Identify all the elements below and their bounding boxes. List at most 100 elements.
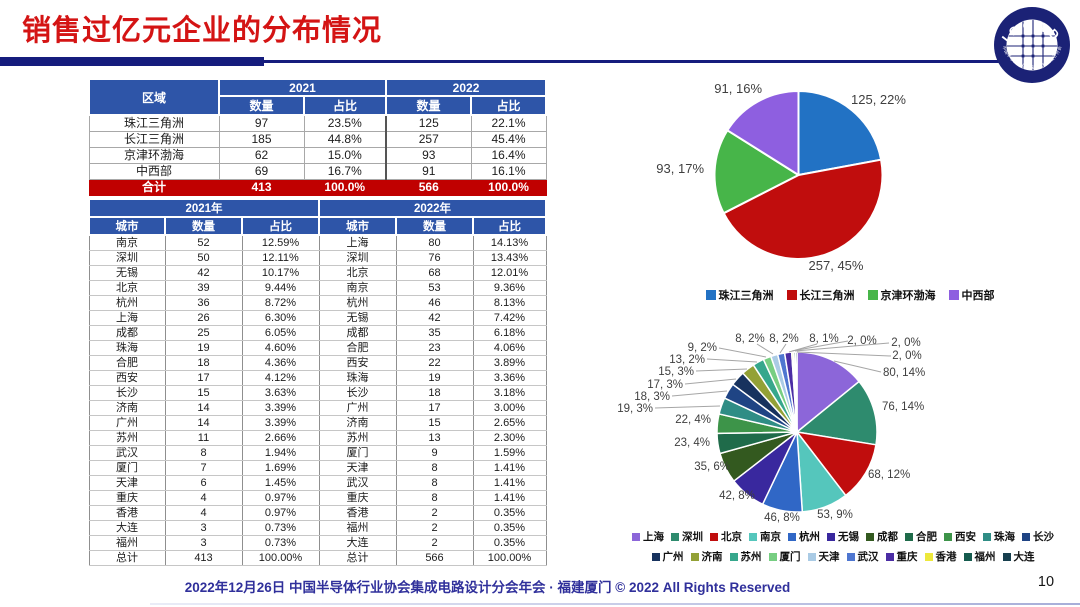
table-row: 南京 52 12.59% 上海 80 14.13% [88,234,547,251]
legend-label: 中西部 [961,290,995,302]
label-leader-line [718,347,767,358]
pie-data-label: 9, 2% [688,342,717,354]
legend-swatch-icon [948,290,959,300]
legend-item: 长江三角洲 [786,287,855,303]
legend-label: 苏州 [740,551,762,563]
city-table-cell: 上海 [88,310,166,326]
legend-swatch-icon [768,552,777,561]
region-table-cell: 23.5% [303,114,388,132]
pie-data-label: 91, 16% [714,81,762,96]
legend-swatch-icon [983,532,991,541]
region-table-cell: 44.8% [303,131,388,148]
legend-item: 中西部 [948,287,995,303]
legend-item: 香港 [924,549,957,564]
pie-data-label: 23, 4% [674,437,710,449]
pie-slice-北京 [796,431,877,497]
city-table-cell: 19 [395,370,474,386]
city-table-cell: 13.43% [472,250,547,266]
city-table-cell: 11 [164,430,243,446]
year-2021-header: 2021 [217,78,388,97]
city-table-cell: 3 [164,520,243,536]
city-table-cell: 23 [395,340,474,356]
label-leader-line [791,340,849,352]
legend-swatch-icon [846,552,855,561]
pie-slice-中西部 [726,90,800,176]
city-table-cell: 0.97% [241,505,320,521]
legend-item: 珠海 [983,529,1015,544]
city-table-cell: 17 [395,400,474,416]
city-table-cell: 上海 [318,234,397,251]
legend-label: 珠江三角洲 [718,290,774,302]
city-table-cell: 8.13% [472,295,547,311]
city-table-cell: 2 [395,520,474,536]
legend-swatch-icon [671,532,679,541]
city-table-cell: 香港 [318,505,397,521]
region-table-cell: 45.4% [470,131,547,148]
city-table-cell: 0.73% [241,520,320,536]
region-table-cell: 16.7% [303,163,388,180]
pie-slice-长江三角洲 [722,158,884,260]
city-table-cell: 1.59% [472,445,547,461]
city-table-cell: 0.35% [472,535,547,551]
city-distribution-table: 2021年 2022年 城市 数量 占比 城市 数量 占比 南京 52 12.59%… [88,198,547,566]
label-leader-line [796,351,892,357]
pie-data-label: 2, 0% [891,337,920,349]
city-table-cell: 1.41% [472,475,547,491]
table-row: 大连 3 0.73% 福州 2 0.35% [88,520,547,536]
city-table-cell: 25 [164,325,243,341]
region-table-cell: 69 [218,163,305,180]
count-header: 数量 [218,95,305,116]
table-row: 长沙 15 3.63% 长沙 18 3.18% [88,385,547,401]
region-table-cell: 京津环渤海 [88,147,220,164]
count-header: 数量 [395,216,474,236]
legend-label: 天津 [818,551,840,563]
legend-label: 广州 [662,551,684,563]
legend-label: 武汉 [857,551,879,563]
table-row: 天津 6 1.45% 武汉 8 1.41% [88,475,547,491]
legend-item: 广州 [651,549,684,564]
logo-chip-grid [1007,20,1057,70]
city-pie-chart: 80, 14% 76, 14% 68, 12% 53, 9% 46, 8% 42, 8% 3… [617,333,925,524]
legend-item: 苏州 [729,549,762,564]
city-table-cell: 14 [164,400,243,416]
pie-data-label: 17, 3% [647,379,683,391]
city-table-cell: 西安 [318,355,397,371]
legend-swatch-icon [885,552,894,561]
city-table-cell: 合肥 [88,355,166,371]
city-table-cell: 35 [395,325,474,341]
pie-data-label: 125, 22% [851,92,906,107]
pie-data-label: 93, 17% [656,161,704,176]
city-table-cell: 566 [395,550,474,566]
region-table-cell: 长江三角洲 [88,131,220,148]
legend-item: 无锡 [827,529,859,544]
region-table-cell: 257 [385,131,472,148]
label-leader-line [695,368,748,372]
share-header: 占比 [302,95,388,116]
city-table-cell: 广州 [88,415,166,431]
page-number: 10 [1037,574,1055,590]
table-row: 珠江三角洲 97 23.5% 125 22.1% [88,114,547,132]
city-table-cell: 杭州 [318,295,397,311]
city-table-cell: 7.42% [472,310,547,326]
city-table-cell: 天津 [318,460,397,476]
legend-swatch-icon [749,532,757,541]
city-table-cell: 无锡 [88,265,166,281]
city-table-cell: 17 [164,370,243,386]
region-table-cell: 合计 [88,179,220,196]
city-table-cell: 广州 [318,400,397,416]
pie-slice-深圳 [796,380,878,446]
legend-swatch-icon [710,532,718,541]
city-table-cell: 15 [164,385,243,401]
city-table-cell: 8.72% [241,295,320,311]
legend-swatch-icon [729,552,738,561]
label-leader-line [779,343,787,354]
city-table-cell: 6.18% [472,325,547,341]
table-row: 武汉 8 1.94% 厦门 9 1.59% [88,445,547,461]
city-table-cell: 3 [164,535,243,551]
legend-label: 珠海 [994,531,1015,543]
legend-swatch-icon [866,532,874,541]
city-table-cell: 北京 [318,265,397,281]
city-table-cell: 68 [395,265,474,281]
city-table-cell: 15 [395,415,474,431]
pie-data-label: 2, 0% [847,335,876,347]
